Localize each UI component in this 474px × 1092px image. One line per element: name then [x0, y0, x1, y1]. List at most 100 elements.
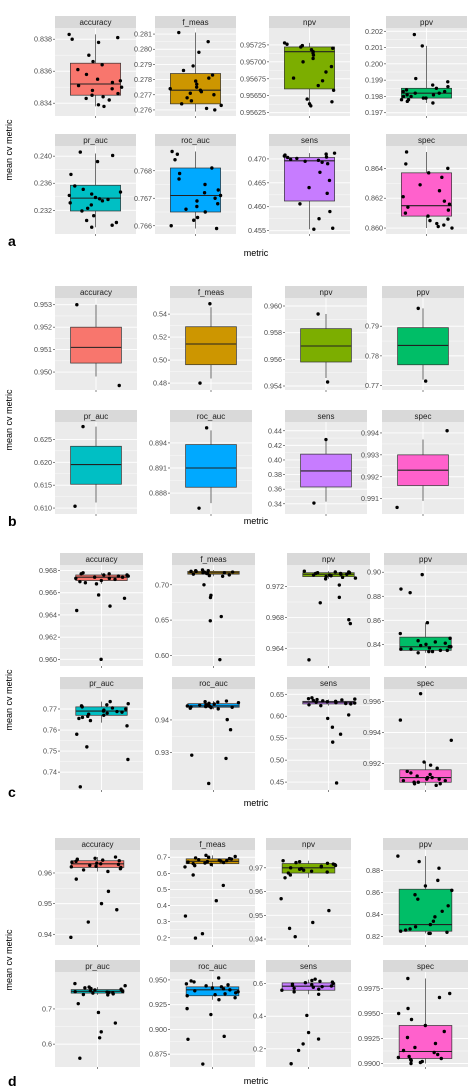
facet-strip [155, 16, 236, 28]
data-point [398, 929, 403, 933]
data-point [83, 581, 88, 585]
y-tick-label: 0.2 [253, 1044, 263, 1053]
facet-title: sens [301, 136, 318, 145]
data-point [331, 46, 335, 51]
y-axis-title: mean cv metric [4, 669, 14, 731]
y-tick-label: 0.767 [134, 194, 152, 203]
data-point [92, 575, 97, 579]
data-point [204, 853, 208, 858]
data-point [195, 204, 199, 209]
data-point [329, 574, 333, 578]
data-point [437, 91, 441, 95]
data-point [224, 756, 228, 761]
facet-strip [285, 410, 367, 422]
data-point [78, 579, 82, 584]
y-axis-title: mean cv metric [4, 929, 14, 991]
data-point [403, 211, 408, 215]
data-point [413, 91, 417, 95]
data-point [317, 216, 321, 221]
data-point [298, 202, 302, 206]
data-point [216, 700, 220, 704]
data-point [221, 860, 226, 865]
facet-title: f_meas [198, 288, 224, 297]
data-point [433, 915, 437, 919]
facet-title: roc_auc [198, 962, 226, 971]
data-point [213, 993, 217, 997]
data-point [435, 766, 439, 770]
data-point [74, 859, 78, 864]
data-point [340, 575, 345, 580]
y-tick-label: 0.7 [42, 1004, 52, 1013]
data-point [76, 67, 80, 72]
data-point [427, 649, 431, 654]
data-point [216, 202, 220, 206]
data-point [204, 426, 209, 430]
facet-a-ppv: ppv 0.197 0.198 0.199 0.200 0.201 0.202 [365, 16, 467, 118]
data-point [73, 184, 77, 188]
y-tick-label: 0.3 [157, 917, 167, 926]
data-point [193, 856, 198, 860]
data-point [334, 700, 338, 705]
data-point [443, 641, 447, 645]
data-point [315, 697, 319, 702]
data-point [97, 1036, 102, 1040]
data-point [314, 700, 318, 704]
data-point [113, 577, 117, 582]
y-tick-label: 0.992 [361, 472, 379, 481]
data-point [197, 506, 201, 510]
data-point [191, 64, 195, 68]
data-point [84, 218, 89, 223]
data-point [205, 571, 209, 576]
y-tick-label: 0.95 [249, 911, 263, 920]
facet-title: npv [320, 288, 333, 297]
data-point [337, 583, 342, 587]
data-point [203, 700, 207, 704]
facet-strip [384, 553, 467, 565]
y-tick-label: 0.84 [366, 910, 380, 919]
data-point [201, 571, 205, 575]
data-point [318, 170, 322, 175]
data-point [316, 992, 321, 996]
data-point [442, 223, 446, 227]
facet-strip [384, 677, 467, 689]
data-point [86, 920, 90, 924]
data-point [170, 149, 174, 154]
y-tick-label: 0.75 [43, 747, 57, 756]
data-point [208, 595, 213, 600]
y-tick-label: 0.38 [268, 470, 282, 479]
data-point [195, 82, 199, 86]
facet-b-accuracy: accuracy 0.950 0.951 0.952 0.953 [34, 286, 137, 392]
data-point [206, 568, 210, 573]
data-point [445, 930, 449, 934]
facet-title: accuracy [79, 18, 111, 27]
data-point [297, 867, 302, 871]
y-tick-label: 0.50 [270, 756, 284, 765]
data-point [446, 217, 450, 221]
data-point [437, 995, 442, 1000]
data-point [90, 192, 94, 196]
y-tick-label: 0.45 [270, 778, 284, 787]
data-point [177, 30, 181, 35]
data-point [113, 855, 118, 859]
y-tick-label: 0.279 [134, 60, 152, 69]
data-point [416, 780, 421, 784]
data-point [185, 994, 189, 998]
facet-strip [386, 16, 467, 28]
data-point [423, 1023, 428, 1028]
data-point [430, 649, 435, 654]
facet-strip [170, 410, 252, 422]
data-point [446, 208, 451, 212]
data-point [450, 226, 454, 230]
data-point [353, 701, 357, 705]
data-point [439, 1056, 443, 1061]
data-point [216, 707, 220, 711]
y-tick-label: 0.34 [268, 499, 282, 508]
facet-c-roc_auc: roc_auc 0.93 0.94 [155, 677, 255, 792]
data-point [189, 569, 193, 574]
y-tick-label: 0.95 [38, 899, 52, 908]
data-point [105, 703, 109, 707]
y-tick-label: 0.960 [264, 302, 282, 311]
data-point [353, 697, 357, 701]
y-tick-label: 0.95625 [240, 108, 266, 117]
data-point [321, 699, 325, 703]
